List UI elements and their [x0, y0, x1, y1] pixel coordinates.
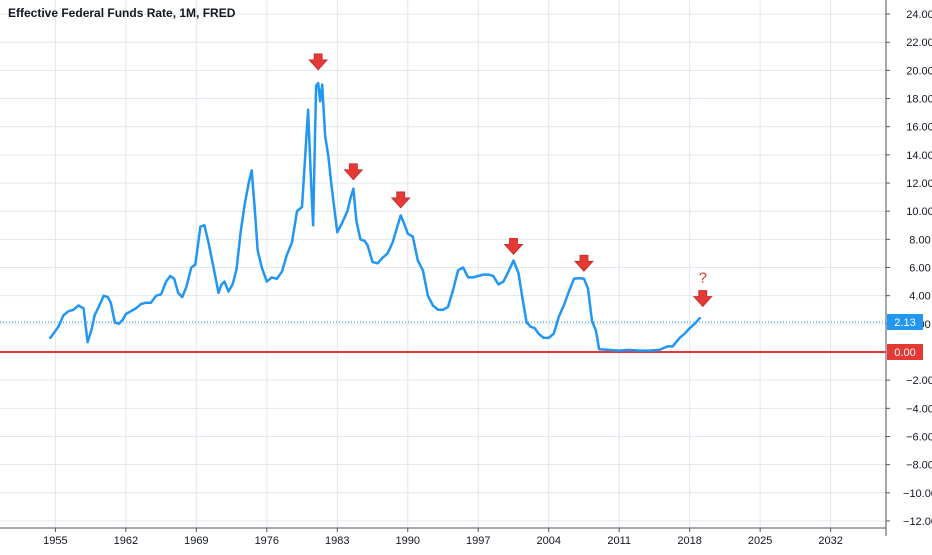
x-tick-label: 1997: [466, 535, 490, 547]
reference-line-label: 0.00: [894, 347, 915, 359]
y-tick-label: 20.00: [906, 65, 932, 77]
y-tick-label: 12.00: [906, 178, 932, 190]
y-tick-label: −8.00: [906, 460, 932, 472]
y-tick-label: −2.00: [906, 375, 932, 387]
y-tick-label: 8.00: [909, 234, 930, 246]
y-tick-label: 24.00: [906, 9, 932, 21]
reference-line-label: 2.13: [894, 317, 915, 329]
x-tick-label: 2018: [677, 535, 701, 547]
reference-line-badge: [887, 314, 923, 331]
down-arrow-marker: [343, 163, 364, 181]
down-arrow-marker: [503, 238, 524, 255]
x-tick-label: 1955: [43, 535, 67, 547]
y-tick-label: −10.00: [903, 488, 932, 500]
y-tick-label: −12.00: [903, 516, 932, 528]
x-tick-label: 1983: [325, 535, 349, 547]
down-arrow-marker: [692, 290, 713, 308]
y-tick-label: 18.00: [906, 94, 932, 106]
y-tick-label: 16.00: [906, 122, 932, 134]
down-arrow-marker: [574, 254, 594, 272]
x-tick-label: 1969: [184, 535, 208, 547]
y-tick-label: 14.00: [906, 150, 932, 162]
x-tick-label: 1976: [255, 535, 279, 547]
y-tick-label: −4.00: [906, 403, 932, 415]
x-tick-label: 1990: [396, 535, 420, 547]
down-arrow-marker: [390, 191, 411, 209]
y-tick-label: 10.00: [906, 206, 932, 218]
x-tick-label: 1962: [114, 535, 138, 547]
down-arrow-marker: [308, 53, 329, 71]
x-tick-label: 2011: [607, 535, 631, 547]
chart-title: Effective Federal Funds Rate, 1M, FRED: [8, 6, 236, 20]
y-tick-label: −6.00: [906, 431, 932, 443]
series-line: [49, 81, 701, 352]
question-mark-annotation: ?: [699, 269, 707, 286]
x-tick-label: 2025: [748, 535, 772, 547]
x-tick-label: 2004: [536, 535, 560, 547]
y-tick-label: 6.00: [909, 263, 930, 275]
y-tick-label: 4.00: [909, 291, 930, 303]
y-tick-label: 22.00: [906, 37, 932, 49]
reference-line-badge: [887, 344, 923, 360]
x-tick-label: 2032: [818, 535, 842, 547]
